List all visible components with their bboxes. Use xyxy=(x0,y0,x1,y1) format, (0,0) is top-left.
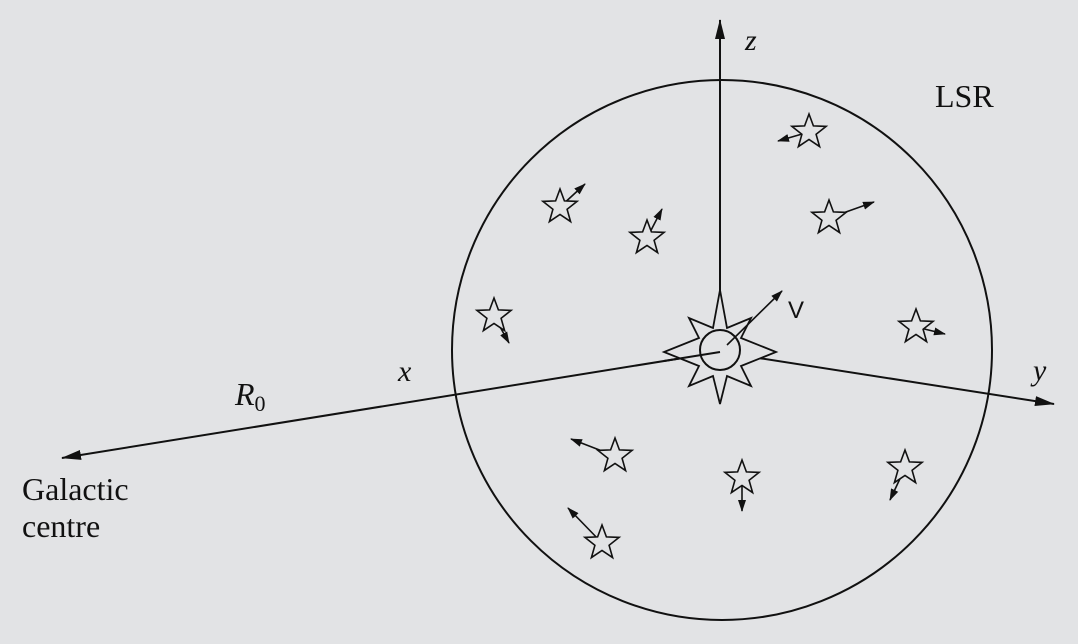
z-axis-label: z xyxy=(744,24,757,57)
star-9 xyxy=(885,447,925,501)
star-6 xyxy=(896,306,946,344)
star-3 xyxy=(627,208,667,255)
star-8 xyxy=(722,457,762,512)
r0-label: R0 xyxy=(234,376,266,416)
star-10 xyxy=(567,507,622,560)
r0-subscript: 0 xyxy=(255,391,266,416)
x-axis-label: x xyxy=(397,355,412,388)
galactic-centre-line1: Galactic xyxy=(22,471,129,507)
star-2-icon xyxy=(540,186,580,224)
star-5-icon xyxy=(474,295,514,333)
sun-icon xyxy=(661,289,779,405)
velocity-label: V xyxy=(788,297,804,324)
r0-main: R xyxy=(234,376,255,412)
lsr-sphere xyxy=(451,79,993,621)
star-7-icon xyxy=(595,435,635,473)
star-8-icon xyxy=(722,457,762,495)
star-9-icon xyxy=(885,447,925,485)
star-3-icon xyxy=(627,217,667,255)
star-1 xyxy=(777,111,829,149)
lsr-label: LSR xyxy=(935,78,994,114)
star-4 xyxy=(809,197,875,235)
star-1-icon xyxy=(789,111,829,149)
star-5 xyxy=(474,295,514,344)
star-2 xyxy=(540,183,586,224)
star-10-icon xyxy=(582,522,622,560)
star-7 xyxy=(570,435,635,473)
velocity-vector xyxy=(726,290,783,346)
star-6-icon xyxy=(896,306,936,344)
x-axis xyxy=(61,351,721,460)
galactic-centre-line2: centre xyxy=(22,508,100,544)
y-axis xyxy=(719,351,1055,407)
x-axis-overdraw xyxy=(663,351,721,362)
star-4-icon xyxy=(809,197,849,235)
y-axis-label: y xyxy=(1030,354,1047,387)
